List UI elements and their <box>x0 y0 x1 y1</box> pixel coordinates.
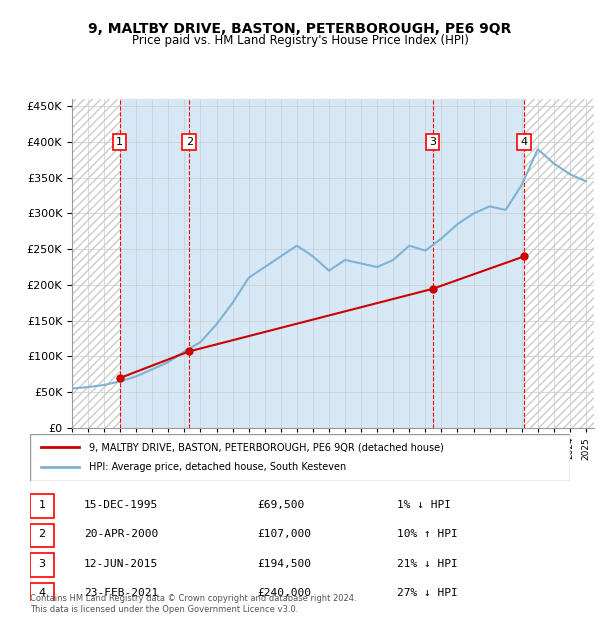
Bar <box>72 99 119 428</box>
Text: 23-FEB-2021: 23-FEB-2021 <box>84 588 158 598</box>
Bar <box>72 99 119 428</box>
Text: £69,500: £69,500 <box>257 500 304 510</box>
Text: 4: 4 <box>521 137 527 147</box>
Text: Price paid vs. HM Land Registry's House Price Index (HPI): Price paid vs. HM Land Registry's House … <box>131 34 469 47</box>
Text: 4: 4 <box>38 588 46 598</box>
FancyBboxPatch shape <box>30 583 54 606</box>
Text: 20-APR-2000: 20-APR-2000 <box>84 529 158 539</box>
Text: 9, MALTBY DRIVE, BASTON, PETERBOROUGH, PE6 9QR: 9, MALTBY DRIVE, BASTON, PETERBOROUGH, P… <box>88 22 512 36</box>
Bar <box>524 99 594 428</box>
Text: 10% ↑ HPI: 10% ↑ HPI <box>397 529 458 539</box>
FancyBboxPatch shape <box>30 524 54 547</box>
FancyBboxPatch shape <box>30 494 54 518</box>
Point <box>115 373 124 383</box>
Text: 21% ↓ HPI: 21% ↓ HPI <box>397 559 458 569</box>
Text: 1% ↓ HPI: 1% ↓ HPI <box>397 500 451 510</box>
Bar <box>119 99 524 428</box>
Text: £240,000: £240,000 <box>257 588 311 598</box>
Text: 1: 1 <box>116 137 123 147</box>
Text: 27% ↓ HPI: 27% ↓ HPI <box>397 588 458 598</box>
Text: 9, MALTBY DRIVE, BASTON, PETERBOROUGH, PE6 9QR (detached house): 9, MALTBY DRIVE, BASTON, PETERBOROUGH, P… <box>89 442 444 452</box>
Text: £107,000: £107,000 <box>257 529 311 539</box>
Text: 15-DEC-1995: 15-DEC-1995 <box>84 500 158 510</box>
Text: HPI: Average price, detached house, South Kesteven: HPI: Average price, detached house, Sout… <box>89 463 347 472</box>
Point <box>184 347 194 356</box>
Text: 2: 2 <box>185 137 193 147</box>
FancyBboxPatch shape <box>30 434 570 481</box>
Bar <box>524 99 594 428</box>
Text: 1: 1 <box>38 500 46 510</box>
Text: £194,500: £194,500 <box>257 559 311 569</box>
Text: 12-JUN-2015: 12-JUN-2015 <box>84 559 158 569</box>
FancyBboxPatch shape <box>30 553 54 577</box>
Text: 2: 2 <box>38 529 46 539</box>
Point <box>520 251 529 261</box>
Point <box>428 284 437 294</box>
Text: 3: 3 <box>429 137 436 147</box>
Text: Contains HM Land Registry data © Crown copyright and database right 2024.
This d: Contains HM Land Registry data © Crown c… <box>30 595 356 614</box>
Text: 3: 3 <box>38 559 46 569</box>
